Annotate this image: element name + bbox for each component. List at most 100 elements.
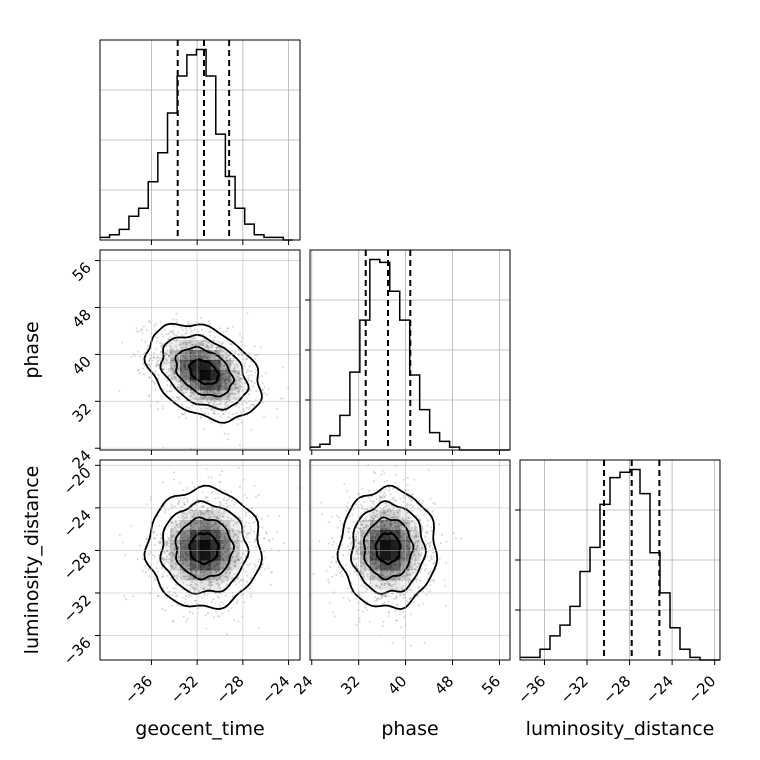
sample-point <box>216 515 219 518</box>
sample-point <box>177 545 180 548</box>
sample-point <box>216 412 219 415</box>
sample-point <box>199 520 202 523</box>
sample-point <box>207 511 210 514</box>
sample-point <box>331 575 334 578</box>
sample-point <box>193 589 196 591</box>
sample-point <box>222 373 225 376</box>
sample-point <box>185 594 188 597</box>
sample-point <box>211 491 214 494</box>
sample-point <box>206 509 209 512</box>
sample-point <box>445 540 448 543</box>
sample-point <box>236 558 239 561</box>
sample-point <box>234 350 237 353</box>
sample-point <box>212 515 215 518</box>
sample-point <box>181 536 184 539</box>
sample-point <box>185 351 188 354</box>
sample-point <box>414 554 417 557</box>
sample-point <box>153 579 156 582</box>
sample-point <box>190 508 193 511</box>
sample-point <box>380 570 383 572</box>
sample-point <box>171 396 174 399</box>
sample-point <box>157 363 160 366</box>
sample-point <box>215 579 218 582</box>
density-cell <box>180 520 191 531</box>
sample-point <box>176 530 179 533</box>
sample-point <box>399 523 402 526</box>
sample-point <box>167 508 170 511</box>
sample-point <box>176 594 179 597</box>
sample-point <box>162 335 165 338</box>
sample-point <box>229 378 232 380</box>
sample-point <box>386 574 389 577</box>
sample-point <box>400 535 403 538</box>
panel-frame <box>519 459 721 661</box>
sample-point <box>369 564 372 566</box>
sample-point <box>373 480 376 483</box>
sample-point <box>253 345 256 348</box>
density-cell <box>170 550 181 561</box>
sample-point <box>223 380 226 383</box>
sample-point <box>208 517 211 519</box>
sample-point <box>429 498 432 501</box>
sample-point <box>210 408 213 411</box>
sample-point <box>233 383 236 386</box>
sample-point <box>237 390 240 393</box>
sample-point <box>406 476 409 479</box>
density-cell <box>220 520 231 531</box>
sample-point <box>226 395 229 398</box>
sample-point <box>183 387 186 390</box>
sample-point <box>175 320 178 323</box>
sample-point <box>205 467 208 470</box>
sample-point <box>141 332 144 335</box>
sample-point <box>185 372 188 374</box>
sample-point <box>207 523 210 526</box>
sample-point <box>243 525 246 527</box>
sample-point <box>175 531 178 534</box>
sample-point <box>174 587 177 590</box>
sample-point <box>221 547 223 550</box>
sample-point <box>181 413 184 416</box>
sample-point <box>159 542 161 545</box>
sample-point <box>198 576 201 579</box>
sample-point <box>226 404 229 407</box>
sample-point <box>242 409 245 412</box>
sample-point <box>253 404 255 407</box>
sample-point <box>395 499 398 502</box>
sample-point <box>402 588 405 591</box>
sample-point <box>168 552 171 555</box>
sample-point <box>182 342 185 345</box>
sample-point <box>223 406 226 409</box>
sample-point <box>216 527 219 530</box>
sample-point <box>275 531 278 534</box>
sample-point <box>246 580 249 583</box>
sample-point <box>184 356 187 359</box>
sample-point <box>172 478 175 481</box>
sample-point <box>376 562 379 565</box>
sample-point <box>240 378 243 381</box>
sample-point <box>187 374 190 377</box>
sample-point <box>238 580 241 583</box>
sample-point <box>364 539 367 542</box>
sample-point <box>383 526 386 529</box>
sample-point <box>235 379 238 382</box>
sample-point <box>148 553 151 556</box>
sample-point <box>377 565 380 568</box>
sample-point <box>158 524 161 527</box>
sample-point <box>173 370 176 373</box>
sample-point <box>229 343 232 345</box>
sample-point <box>159 541 162 544</box>
sample-point <box>406 511 408 514</box>
sample-point <box>167 368 170 371</box>
sample-point <box>210 525 213 528</box>
sample-point <box>176 541 179 544</box>
sample-point <box>187 534 189 537</box>
density-cell <box>200 530 211 541</box>
sample-point <box>225 371 228 374</box>
sample-point <box>220 374 222 377</box>
sample-point <box>327 542 330 545</box>
sample-point <box>191 585 194 588</box>
sample-point <box>173 364 176 367</box>
sample-point <box>267 539 270 542</box>
sample-point <box>413 529 415 532</box>
sample-point <box>221 470 224 473</box>
